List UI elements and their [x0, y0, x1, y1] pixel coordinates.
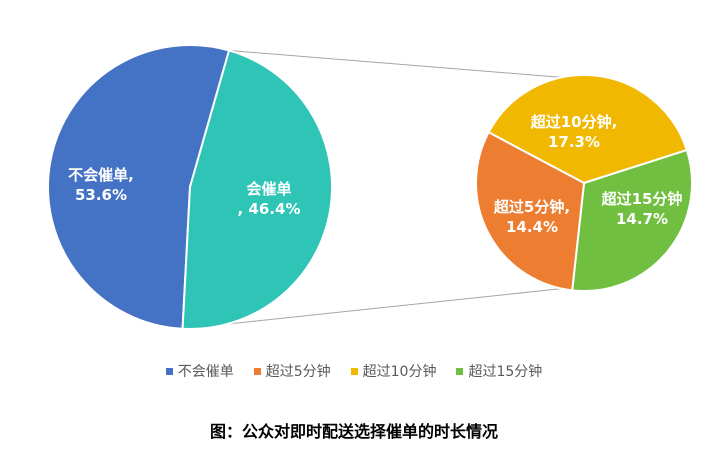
connector-line-top: [229, 49, 562, 78]
slice-rushing: [181, 49, 333, 330]
data-label-over-10-min: 超过10分钟, 17.3%: [530, 113, 618, 151]
legend-item-over-15-min: 超过15分钟: [456, 361, 542, 381]
legend-item-over-5-min: 超过5分钟: [253, 361, 331, 381]
slice-over-15-min: [571, 148, 693, 292]
legend-swatch: [456, 367, 464, 375]
chart-legend: 不会催单 超过5分钟 超过10分钟 超过15分钟: [0, 361, 708, 381]
figure-caption: 图：公众对即时配送选择催单的时长情况: [209, 422, 498, 441]
legend-swatch: [165, 367, 173, 375]
pie-of-pie-chart: 不会催单, 53.6% 会催单, 46.4% 超过5分钟, 14.4% 超过10分钟, 17…: [47, 44, 693, 330]
data-label-over-5-min: 超过5分钟, 14.4%: [493, 198, 570, 236]
data-label-over-15-min: 超过15分钟 14.7%: [601, 190, 683, 228]
data-label-rushing: 会催单, 46.4%: [238, 180, 301, 218]
slice-not-rushing: [47, 44, 231, 330]
legend-label: 不会催单: [177, 364, 234, 380]
slice-over-10-min: [487, 74, 689, 185]
legend-label: 超过10分钟: [362, 364, 437, 380]
connector-line-bottom: [182, 288, 562, 330]
legend-swatch: [253, 367, 261, 375]
slice-over-5-min: [475, 130, 586, 292]
legend-item-not-rushing: 不会催单: [165, 361, 234, 381]
legend-label: 超过5分钟: [265, 364, 331, 380]
legend-label: 超过15分钟: [468, 364, 543, 380]
data-label-not-rushing: 不会催单, 53.6%: [68, 166, 134, 204]
legend-item-over-10-min: 超过10分钟: [350, 361, 437, 381]
legend-swatch: [350, 367, 358, 375]
